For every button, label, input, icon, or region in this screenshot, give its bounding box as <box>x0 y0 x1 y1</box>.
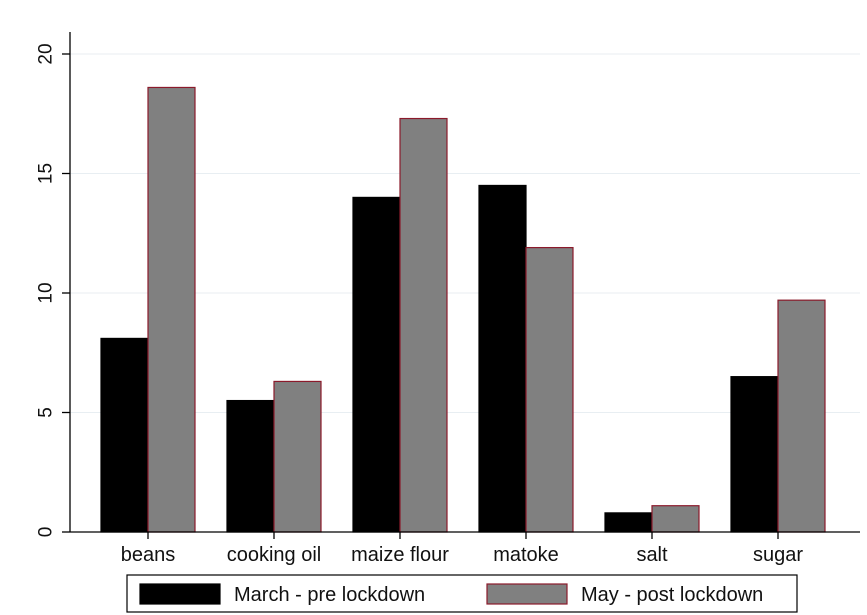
bar-may-sugar <box>777 299 826 533</box>
legend-swatch-march <box>139 583 221 605</box>
x-category-label: cooking oil <box>227 544 322 566</box>
bars <box>100 86 826 533</box>
legend-label-march: March - pre lockdown <box>234 584 425 606</box>
y-tick-label: 10 <box>36 282 57 303</box>
y-tick-labels: 0 5 10 15 20 <box>36 43 70 538</box>
x-category-label: matoke <box>493 544 559 566</box>
legend-box <box>126 574 798 613</box>
y-tick-label: 5 <box>36 407 57 418</box>
x-category-labels: beans cooking oil maize flour matoke salt sug… <box>121 532 803 566</box>
bar-march-matoke <box>478 184 527 533</box>
bar-may-cooking-oil <box>273 380 322 533</box>
bar-may-maize-flour <box>399 117 448 533</box>
bar-may-matoke <box>525 246 574 533</box>
bar-march-sugar <box>730 376 779 533</box>
y-tick-label: 20 <box>36 43 57 64</box>
x-category-label: maize flour <box>351 544 449 566</box>
x-category-label: sugar <box>753 544 803 566</box>
grid-lines <box>70 53 860 413</box>
legend-swatch-may <box>486 583 568 605</box>
bar-march-beans <box>100 337 149 533</box>
bar-may-beans <box>147 86 196 533</box>
y-tick-label: 0 <box>36 527 57 538</box>
bar-march-salt <box>604 512 653 533</box>
bar-march-cooking-oil <box>226 399 275 533</box>
bar-may-salt <box>651 505 700 533</box>
y-tick-label: 15 <box>36 163 57 184</box>
legend-label-may: May - post lockdown <box>581 584 763 606</box>
legend: March - pre lockdown May - post lockdown <box>126 574 798 613</box>
x-category-label: beans <box>121 544 176 566</box>
axes <box>69 32 860 533</box>
x-category-label: salt <box>636 544 668 566</box>
bar-march-maize-flour <box>352 196 401 533</box>
